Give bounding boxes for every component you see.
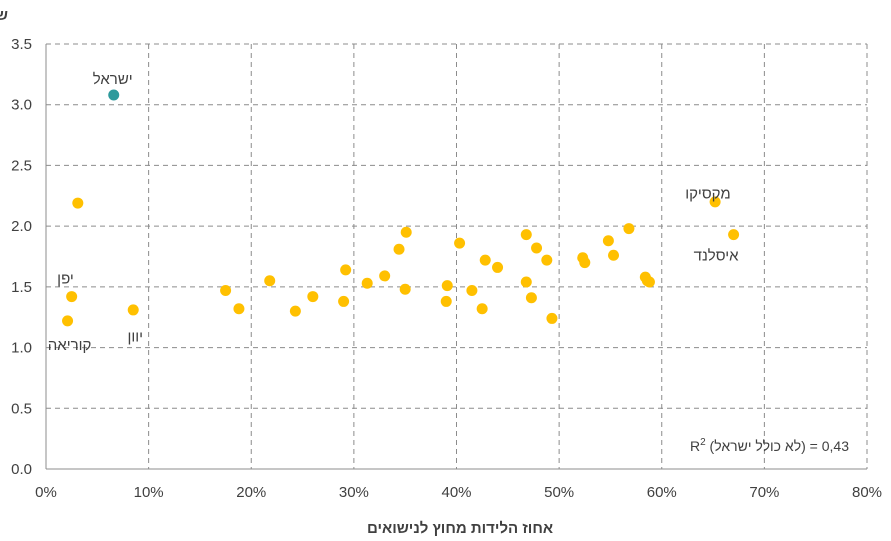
- point-label: קוריאה: [48, 337, 92, 354]
- data-point: [399, 283, 411, 295]
- axes: [45, 44, 867, 470]
- x-tick-label: 70%: [749, 484, 779, 501]
- data-point: [62, 315, 74, 327]
- x-tick-label: 80%: [852, 484, 882, 501]
- data-point: [379, 270, 391, 282]
- y-axis-label: שיעור הפריון הכולל: [0, 7, 8, 24]
- x-tick-label: 50%: [544, 484, 574, 501]
- data-point: [440, 295, 452, 307]
- data-point: [525, 292, 537, 304]
- data-point: [602, 235, 614, 247]
- point-label: יוון: [127, 329, 143, 346]
- x-axis-label: אחוז הלידות מחוץ לנישואים: [367, 520, 553, 537]
- data-point: [479, 254, 491, 266]
- data-point: [709, 196, 721, 208]
- y-tick-label: 3.0: [11, 97, 32, 114]
- data-point: [400, 226, 412, 238]
- data-point: [361, 277, 373, 289]
- data-point: [454, 237, 466, 249]
- data-points: [62, 89, 740, 327]
- x-tick-label: 40%: [441, 484, 471, 501]
- y-tick-label: 1.5: [11, 279, 32, 296]
- data-point: [72, 197, 84, 209]
- x-tick-label: 0%: [35, 484, 57, 501]
- data-point: [289, 305, 301, 317]
- grid: [46, 43, 868, 469]
- y-tick-label: 0.5: [11, 400, 32, 417]
- data-point: [531, 242, 543, 254]
- point-label: יפן: [57, 270, 74, 287]
- y-tick-labels: 0.0 0.5 1.0 1.5 2.0 2.5 3.0 3.5: [11, 36, 32, 478]
- point-label: איסלנד: [694, 247, 740, 264]
- data-point: [338, 295, 350, 307]
- data-point: [643, 276, 655, 288]
- y-tick-label: 3.5: [11, 36, 32, 53]
- x-tick-labels: 0% 10% 20% 30% 40% 50% 60% 70% 80%: [35, 484, 882, 501]
- data-point: [340, 264, 352, 276]
- data-point: [66, 291, 78, 303]
- data-point: [520, 276, 532, 288]
- x-tick-label: 30%: [339, 484, 369, 501]
- y-tick-label: 2.5: [11, 157, 32, 174]
- x-tick-label: 20%: [236, 484, 266, 501]
- r-squared-label: R2 (לא כולל ישראל) = 0,43: [690, 437, 849, 454]
- data-point: [546, 312, 558, 324]
- data-point: [307, 291, 319, 303]
- r-squared-superscript: 2: [700, 437, 706, 448]
- data-point: [623, 223, 635, 235]
- data-point: [441, 280, 453, 292]
- point-label: ישראל: [93, 71, 133, 88]
- data-point: [492, 261, 504, 273]
- data-point: [393, 243, 405, 255]
- data-point: [220, 285, 232, 296]
- data-point: [728, 229, 740, 241]
- r-squared-text: (לא כולל ישראל) = 0,43: [706, 438, 850, 454]
- y-tick-label: 1.0: [11, 340, 32, 357]
- r-squared-prefix: R: [690, 438, 700, 454]
- highlight-point: [108, 89, 120, 101]
- data-point: [264, 275, 276, 287]
- x-tick-label: 10%: [134, 484, 164, 501]
- data-point: [466, 285, 478, 296]
- data-point: [520, 229, 532, 241]
- x-tick-label: 60%: [647, 484, 677, 501]
- data-point: [608, 249, 620, 261]
- point-label: מקסיקו: [685, 185, 730, 202]
- data-point: [541, 254, 553, 266]
- data-point: [579, 257, 591, 269]
- data-point: [476, 303, 488, 315]
- annotations: ישראל מקסיקו איסלנד יפן יוון קוריאה: [48, 71, 739, 354]
- y-tick-label: 0.0: [11, 461, 32, 478]
- data-point: [127, 304, 139, 316]
- y-tick-label: 2.0: [11, 218, 32, 235]
- data-point: [233, 303, 245, 315]
